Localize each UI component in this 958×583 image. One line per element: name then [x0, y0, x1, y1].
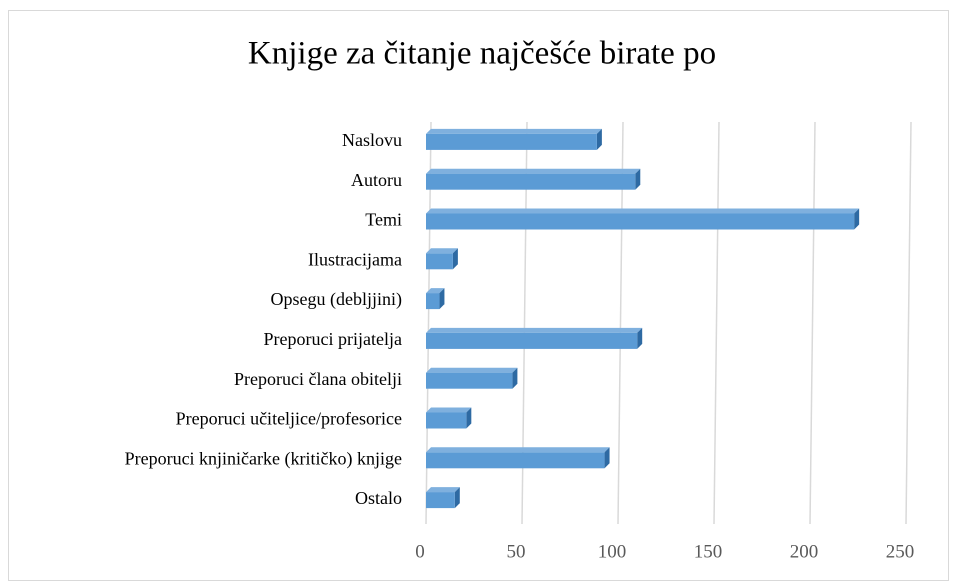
x-tick-label: 250 — [886, 541, 915, 562]
bar — [426, 293, 440, 310]
bar-top — [426, 248, 458, 254]
y-tick-label: Autoru — [351, 170, 402, 190]
bar — [426, 213, 855, 230]
bar-side — [454, 487, 460, 509]
bar-side — [596, 128, 602, 150]
bar — [426, 452, 605, 469]
y-tick-label: Naslovu — [342, 130, 402, 150]
bar-top — [426, 208, 860, 214]
y-tick-label: Opsegu (debljjini) — [271, 289, 402, 310]
bar-top — [426, 327, 643, 333]
y-tick-label: Preporuci člana obitelji — [234, 369, 402, 389]
bar-side — [466, 407, 472, 429]
bar-side — [439, 288, 445, 310]
grid-line — [905, 121, 912, 525]
bar — [426, 332, 638, 349]
bar — [426, 492, 455, 509]
bar — [426, 412, 467, 429]
x-tick-label: 100 — [598, 541, 627, 562]
bar-top — [426, 487, 460, 493]
x-tick-label: 50 — [507, 541, 526, 562]
chart-title: Knjige za čitanje najčešće birate po — [248, 36, 716, 72]
grid-line — [809, 121, 816, 525]
y-tick-label: Preporuci učiteljice/profesorice — [176, 409, 402, 429]
bar — [426, 133, 597, 150]
y-tick-label: Preporuci prijatelja — [264, 329, 402, 349]
x-tick-label: 150 — [694, 541, 723, 562]
y-tick-label: Ostalo — [355, 488, 402, 508]
bar — [426, 253, 453, 270]
bar-side — [635, 168, 641, 190]
bar-side — [637, 327, 643, 349]
bar-top — [426, 168, 641, 174]
y-tick-label: Ilustracijama — [308, 249, 402, 269]
bar-side — [604, 447, 610, 469]
x-tick-label: 200 — [790, 541, 819, 562]
chart-frame — [8, 10, 949, 581]
bar-top — [426, 407, 472, 413]
bar-top — [426, 128, 602, 134]
bar-top — [426, 288, 445, 294]
grid-line — [713, 121, 720, 525]
bar — [426, 372, 513, 389]
x-tick-label: 0 — [415, 541, 425, 562]
bar-top — [426, 447, 610, 453]
y-tick-label: Temi — [365, 210, 402, 230]
bar — [426, 173, 636, 190]
bar-side — [452, 248, 458, 270]
bar-side — [854, 208, 860, 230]
bar-top — [426, 367, 518, 373]
bar-side — [512, 367, 518, 389]
y-tick-label: Preporuci knjiničarke (kritičko) knjige — [125, 448, 402, 469]
